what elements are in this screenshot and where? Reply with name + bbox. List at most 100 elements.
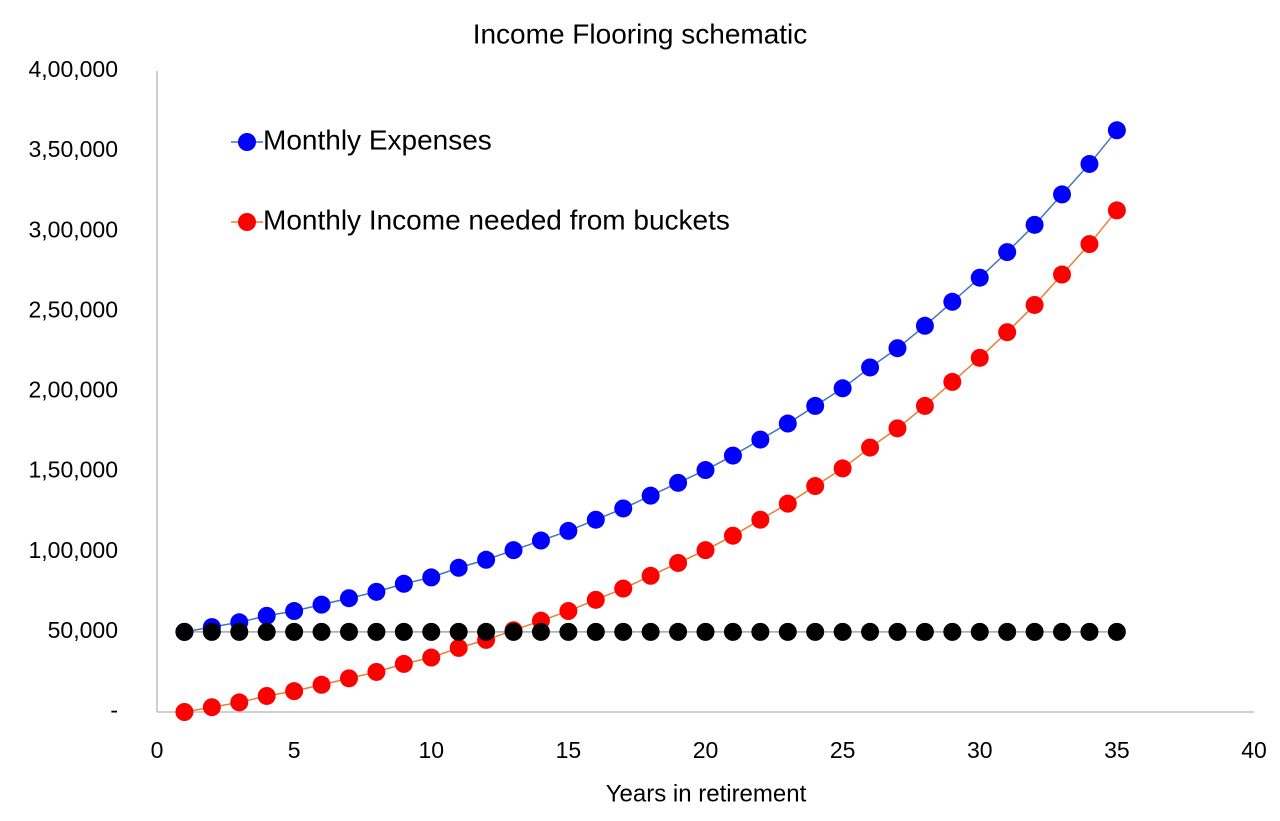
y-tick-label: 2,50,000 (28, 296, 118, 322)
data-point (202, 698, 221, 717)
x-tick-label: 20 (693, 737, 719, 763)
data-point (833, 379, 852, 398)
data-point (641, 622, 660, 641)
data-point (312, 595, 331, 614)
data-point (559, 521, 578, 540)
x-tick-label: 15 (556, 737, 582, 763)
x-tick-label: 10 (418, 737, 444, 763)
data-point (696, 622, 715, 641)
data-point (531, 622, 550, 641)
data-point (1025, 622, 1044, 641)
data-point (861, 438, 880, 457)
chart-title: Income Flooring schematic (473, 18, 808, 49)
data-point (1107, 201, 1126, 220)
data-point (806, 396, 825, 415)
data-point (312, 675, 331, 694)
data-point (1107, 121, 1126, 140)
data-point (586, 622, 605, 641)
data-point (696, 541, 715, 560)
legend-label: Monthly Income needed from buckets (263, 204, 730, 235)
data-point (394, 622, 413, 641)
data-point (1080, 622, 1099, 641)
data-point (915, 622, 934, 641)
data-point (1080, 235, 1099, 254)
data-point (449, 622, 468, 641)
data-point (175, 703, 194, 721)
data-point (833, 459, 852, 478)
data-point (1053, 622, 1072, 641)
data-point (531, 531, 550, 550)
data-point (751, 622, 770, 641)
data-point (559, 622, 578, 641)
data-point (641, 486, 660, 505)
x-axis-title: Years in retirement (606, 780, 807, 807)
x-tick-label: 30 (967, 737, 993, 763)
data-point (1025, 215, 1044, 234)
data-point (669, 473, 688, 492)
data-point (723, 622, 742, 641)
data-point (422, 568, 441, 587)
data-point (915, 396, 934, 415)
data-point (1053, 265, 1072, 284)
data-point (477, 550, 496, 569)
data-point (367, 582, 386, 601)
y-tick-label: - (110, 697, 118, 723)
data-point (422, 648, 441, 667)
data-point (257, 686, 276, 705)
data-point (669, 553, 688, 572)
data-point (339, 622, 358, 641)
data-point (723, 526, 742, 545)
x-tick-label: 5 (288, 737, 301, 763)
data-point (175, 622, 194, 641)
data-point (202, 622, 221, 641)
data-point (367, 622, 386, 641)
data-point (888, 339, 907, 358)
legend-label: Monthly Expenses (263, 124, 492, 155)
data-point (449, 558, 468, 577)
y-tick-label: 2,00,000 (28, 377, 118, 403)
y-tick-label: 50,000 (48, 617, 118, 643)
x-tick-label: 0 (151, 737, 164, 763)
data-point (806, 622, 825, 641)
legend-marker (238, 213, 256, 231)
data-point (614, 499, 633, 518)
data-point (970, 348, 989, 367)
data-point (778, 414, 797, 433)
data-point (614, 622, 633, 641)
data-point (586, 590, 605, 609)
data-point (943, 622, 962, 641)
data-point (257, 622, 276, 641)
data-point (449, 638, 468, 657)
data-point (888, 622, 907, 641)
data-point (477, 622, 496, 641)
y-tick-label: 1,00,000 (28, 537, 118, 563)
data-point (504, 541, 523, 560)
data-point (285, 622, 304, 641)
data-point (339, 589, 358, 608)
data-point (778, 494, 797, 513)
data-point (312, 622, 331, 641)
y-tick-label: 3,50,000 (28, 136, 118, 162)
legend-marker (238, 133, 256, 151)
data-point (367, 662, 386, 681)
data-point (285, 602, 304, 621)
data-point (943, 292, 962, 311)
data-point (559, 602, 578, 621)
data-point (943, 372, 962, 391)
data-point (1107, 622, 1126, 641)
data-point (339, 669, 358, 688)
data-point (998, 243, 1017, 262)
data-point (751, 430, 770, 449)
data-point (970, 268, 989, 287)
y-tick-label: 3,00,000 (28, 216, 118, 242)
data-point (257, 606, 276, 625)
data-point (394, 654, 413, 673)
data-point (504, 622, 523, 641)
data-point (751, 510, 770, 529)
data-point (833, 622, 852, 641)
x-tick-label: 25 (830, 737, 856, 763)
data-point (696, 461, 715, 480)
y-tick-label: 4,00,000 (28, 56, 118, 82)
